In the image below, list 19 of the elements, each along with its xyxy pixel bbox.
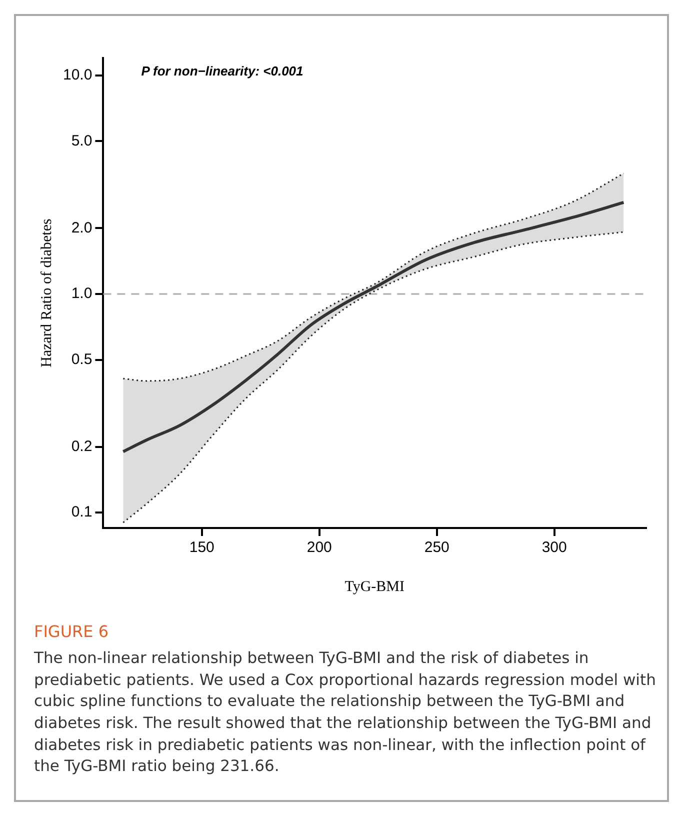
y-tick-label: 5.0 bbox=[71, 132, 92, 150]
x-axis-title: TyG-BMI bbox=[344, 578, 404, 595]
x-tick-label: 300 bbox=[542, 539, 567, 556]
y-tick-label: 10.0 bbox=[62, 66, 92, 84]
line-series bbox=[122, 172, 624, 382]
y-tick-label: 0.5 bbox=[71, 350, 92, 368]
y-tick-label: 0.2 bbox=[71, 438, 92, 455]
line-series bbox=[122, 231, 624, 524]
x-tick-label: 250 bbox=[424, 539, 450, 556]
y-tick-label: 0.1 bbox=[71, 504, 92, 521]
line-series bbox=[122, 200, 626, 454]
text: The non-linear relationship between TyG-BMI and the risk of diabetes in prediabetic patients. We used a Cox proportional hazards regression model with cubic spline functions to evaluate the relationship between the TyG-BMI and diabetes risk. The result showed that the relationship between the TyG-BMI and diabetes risk in prediabetic patients was non-linear, with the inflection point of the TyG-BMI ratio being 231.66. bbox=[34, 648, 656, 778]
x-tick-label: 200 bbox=[306, 539, 332, 556]
y-tick-label: 1.0 bbox=[71, 285, 92, 302]
caption: FIGURE 6 bbox=[34, 622, 109, 641]
y-tick-label: 2.0 bbox=[71, 219, 92, 236]
y-axis-title: Hazard Ratio of diabetes bbox=[38, 218, 55, 368]
x-tick-label: 150 bbox=[189, 539, 214, 556]
annotation: P for non−linearity: <0.001 bbox=[141, 64, 304, 79]
